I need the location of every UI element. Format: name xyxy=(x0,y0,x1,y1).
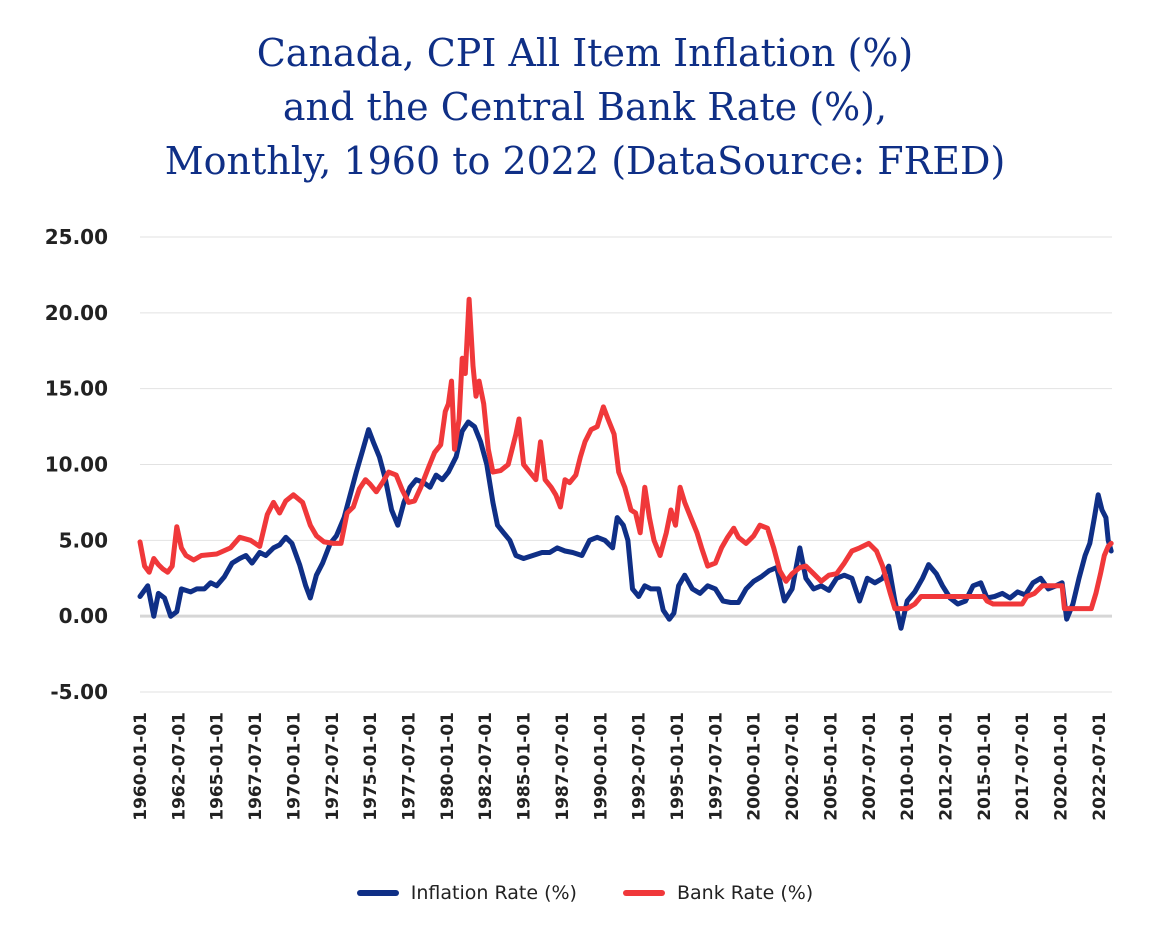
x-tick-label: 1987-07-01 xyxy=(553,712,573,821)
y-tick-label: 10.00 xyxy=(45,453,108,477)
series-lines xyxy=(137,296,1114,631)
gridlines xyxy=(140,236,1112,693)
x-tick-label: 1965-01-01 xyxy=(208,712,228,821)
legend-item-bank-rate: Bank Rate (%) xyxy=(622,882,814,904)
x-tick-label: 2012-07-01 xyxy=(937,712,957,821)
x-tick-label: 1997-07-01 xyxy=(706,712,726,821)
y-tick-label: -5.00 xyxy=(50,680,108,704)
y-tick-label: 20.00 xyxy=(45,301,108,325)
x-axis-ticks: 1960-01-01 1962-07-01 1965-01-01 1967-07-01… xyxy=(131,712,1110,821)
y-tick-label: 15.00 xyxy=(45,377,108,401)
x-tick-label: 1985-01-01 xyxy=(515,712,535,821)
legend: Inflation Rate (%) Bank Rate (%) xyxy=(0,882,1170,904)
x-tick-label: 1995-01-01 xyxy=(668,712,688,821)
x-tick-label: 2020-01-01 xyxy=(1052,712,1072,821)
x-tick-label: 1990-01-01 xyxy=(591,712,611,821)
x-tick-label: 2007-07-01 xyxy=(860,712,880,821)
x-tick-label: 1992-07-01 xyxy=(630,712,650,821)
x-tick-label: 1967-07-01 xyxy=(246,712,266,821)
x-tick-label: 2002-07-01 xyxy=(783,712,803,821)
x-tick-label: 1962-07-01 xyxy=(169,712,189,821)
legend-label-bank-rate: Bank Rate (%) xyxy=(676,882,814,904)
chart-title-line-1: Canada, CPI All Item Inflation (%) xyxy=(256,31,914,75)
x-tick-label: 2022-07-01 xyxy=(1090,712,1110,821)
chart-title: Canada, CPI All Item Inflation (%) and t… xyxy=(0,26,1170,188)
x-tick-label: 2015-01-01 xyxy=(975,712,995,821)
legend-swatch-inflation xyxy=(356,890,399,896)
y-axis-ticks: 25.00 20.00 15.00 10.00 5.00 0.00 -5.00 xyxy=(45,225,108,704)
x-tick-label: 2005-01-01 xyxy=(821,712,841,821)
chart-title-line-3: Monthly, 1960 to 2022 (DataSource: FRED) xyxy=(164,139,1006,183)
series-line-bank-rate xyxy=(137,296,1114,612)
x-tick-label: 1970-01-01 xyxy=(284,712,304,821)
legend-item-inflation: Inflation Rate (%) xyxy=(356,882,577,904)
chart-title-line-2: and the Central Bank Rate (%), xyxy=(282,85,888,129)
legend-label-inflation: Inflation Rate (%) xyxy=(410,882,577,904)
x-tick-label: 1982-07-01 xyxy=(476,712,496,821)
x-tick-label: 1977-07-01 xyxy=(400,712,420,821)
y-tick-label: 25.00 xyxy=(45,225,108,249)
x-tick-label: 2010-01-01 xyxy=(898,712,918,821)
legend-swatch-bank-rate xyxy=(622,890,665,896)
x-tick-label: 2017-07-01 xyxy=(1013,712,1033,821)
x-tick-label: 2000-01-01 xyxy=(745,712,765,821)
series-line-inflation xyxy=(137,419,1114,631)
y-tick-label: 0.00 xyxy=(59,604,108,628)
x-tick-label: 1975-01-01 xyxy=(361,712,381,821)
x-tick-label: 1980-01-01 xyxy=(438,712,458,821)
line-chart: 25.00 20.00 15.00 10.00 5.00 0.00 -5.00 1960-0… xyxy=(45,225,1114,821)
x-tick-label: 1960-01-01 xyxy=(131,712,151,821)
y-tick-label: 5.00 xyxy=(59,528,108,552)
x-tick-label: 1972-07-01 xyxy=(323,712,343,821)
